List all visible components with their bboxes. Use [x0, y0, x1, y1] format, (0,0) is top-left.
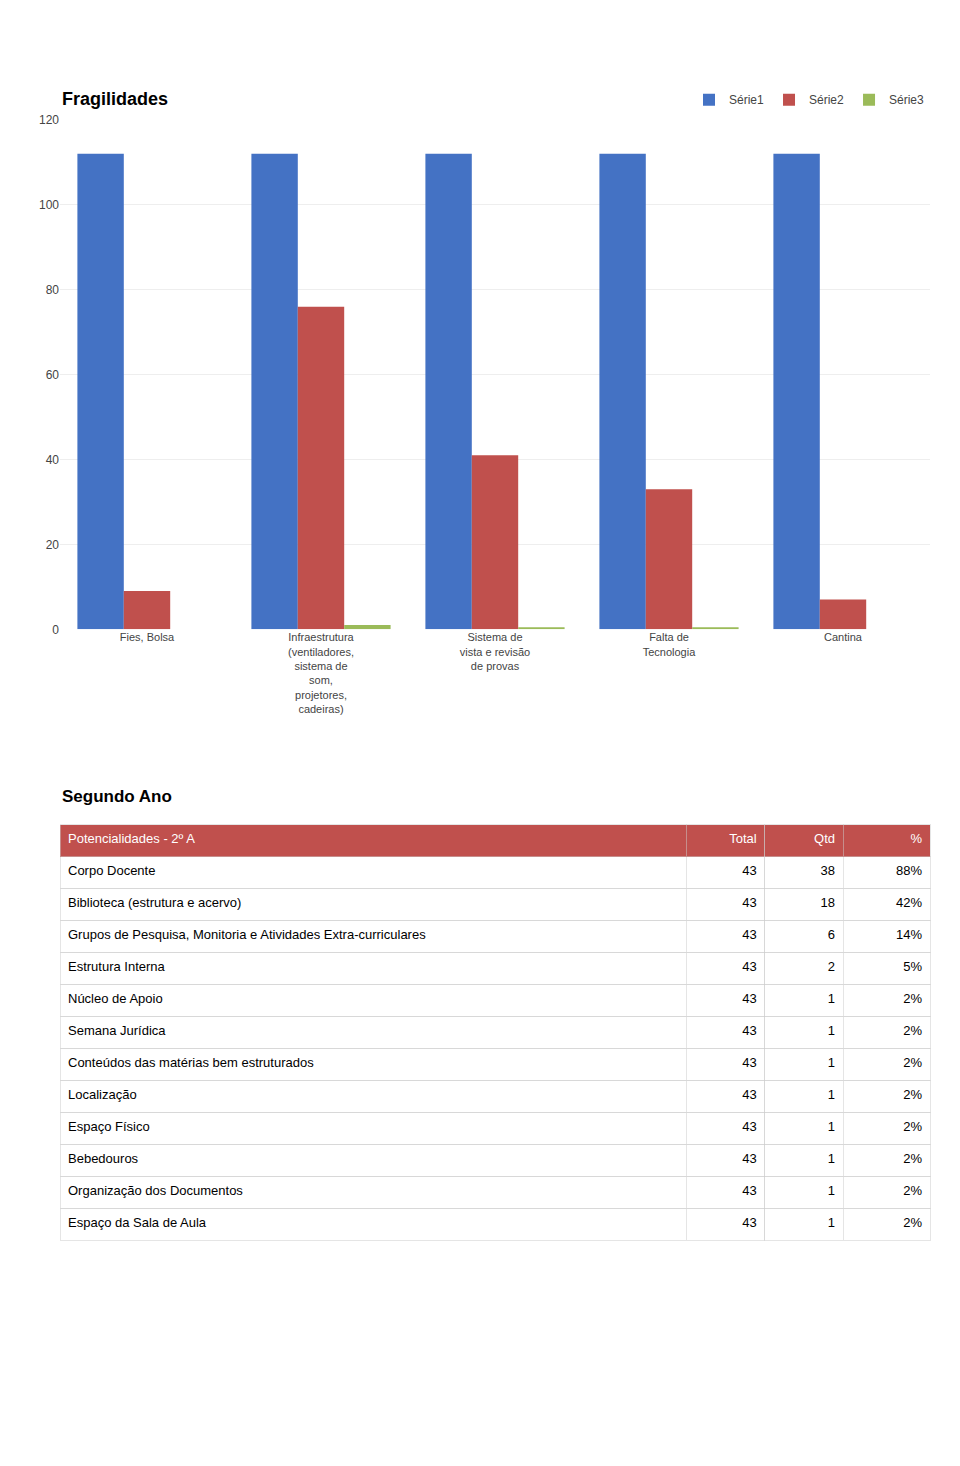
svg-text:1: 1 [828, 1055, 835, 1070]
svg-text:Semana Jurídica: Semana Jurídica [68, 1023, 166, 1038]
svg-text:2%: 2% [903, 1151, 922, 1166]
svg-text:43: 43 [742, 895, 756, 910]
svg-text:Espaço da Sala de Aula: Espaço da Sala de Aula [68, 1215, 207, 1230]
svg-text:80: 80 [46, 283, 60, 297]
svg-text:18: 18 [821, 895, 835, 910]
svg-text:14%: 14% [896, 927, 922, 942]
svg-text:43: 43 [742, 1023, 756, 1038]
svg-text:Potencialidades - 2º A: Potencialidades - 2º A [68, 831, 195, 846]
svg-text:1: 1 [828, 1023, 835, 1038]
svg-text:Conteúdos das matérias bem est: Conteúdos das matérias bem estruturados [68, 1055, 314, 1070]
svg-text:1: 1 [828, 1119, 835, 1134]
svg-text:Núcleo de Apoio: Núcleo de Apoio [68, 991, 163, 1006]
svg-text:1: 1 [828, 1215, 835, 1230]
svg-text:2%: 2% [903, 1119, 922, 1134]
svg-text:2%: 2% [903, 991, 922, 1006]
svg-text:Fragilidades: Fragilidades [62, 89, 168, 109]
svg-text:43: 43 [742, 1055, 756, 1070]
svg-text:43: 43 [742, 1087, 756, 1102]
svg-text:40: 40 [46, 453, 60, 467]
svg-text:1: 1 [828, 991, 835, 1006]
svg-text:2%: 2% [903, 1183, 922, 1198]
svg-text:43: 43 [742, 927, 756, 942]
svg-text:Série3: Série3 [889, 93, 924, 107]
svg-text:5%: 5% [903, 959, 922, 974]
svg-text:1: 1 [828, 1087, 835, 1102]
svg-text:Estrutura Interna: Estrutura Interna [68, 959, 166, 974]
svg-text:Bebedouros: Bebedouros [68, 1151, 139, 1166]
svg-text:Grupos de Pesquisa, Monitoria: Grupos de Pesquisa, Monitoria e Atividad… [68, 927, 426, 942]
svg-text:6: 6 [828, 927, 835, 942]
svg-text:Falta deTecnologia: Falta deTecnologia [643, 631, 696, 657]
svg-text:20: 20 [46, 538, 60, 552]
svg-text:43: 43 [742, 959, 756, 974]
svg-text:Total: Total [729, 831, 757, 846]
svg-text:Espaço Físico: Espaço Físico [68, 1119, 150, 1134]
svg-text:43: 43 [742, 1215, 756, 1230]
svg-text:Cantina: Cantina [824, 631, 863, 643]
svg-text:2: 2 [828, 959, 835, 974]
svg-text:Qtd: Qtd [814, 831, 835, 846]
svg-text:Série2: Série2 [809, 93, 844, 107]
svg-text:Organização dos Documentos: Organização dos Documentos [68, 1183, 243, 1198]
svg-text:120: 120 [39, 113, 59, 127]
svg-text:1: 1 [828, 1183, 835, 1198]
svg-text:38: 38 [821, 863, 835, 878]
svg-text:Corpo Docente: Corpo Docente [68, 863, 155, 878]
svg-text:Biblioteca (estrutura e acervo: Biblioteca (estrutura e acervo) [68, 895, 241, 910]
svg-text:43: 43 [742, 863, 756, 878]
svg-text:43: 43 [742, 991, 756, 1006]
svg-text:2%: 2% [903, 1055, 922, 1070]
svg-text:%: % [910, 831, 922, 846]
svg-text:2%: 2% [903, 1023, 922, 1038]
svg-text:88%: 88% [896, 863, 922, 878]
svg-text:2%: 2% [903, 1087, 922, 1102]
svg-text:60: 60 [46, 368, 60, 382]
svg-text:Fies, Bolsa: Fies, Bolsa [120, 631, 175, 643]
svg-text:0: 0 [52, 623, 59, 637]
svg-text:42%: 42% [896, 895, 922, 910]
svg-text:Localização: Localização [68, 1087, 137, 1102]
svg-text:43: 43 [742, 1183, 756, 1198]
svg-text:Série1: Série1 [729, 93, 764, 107]
svg-text:Segundo Ano: Segundo Ano [62, 787, 172, 806]
svg-text:2%: 2% [903, 1215, 922, 1230]
svg-text:Infraestrutura(ventiladores,si: Infraestrutura(ventiladores,sistema deso… [288, 631, 355, 715]
svg-text:Sistema devista e revisãode pr: Sistema devista e revisãode provas [460, 631, 530, 672]
svg-text:100: 100 [39, 198, 59, 212]
svg-text:43: 43 [742, 1119, 756, 1134]
svg-text:43: 43 [742, 1151, 756, 1166]
svg-text:1: 1 [828, 1151, 835, 1166]
